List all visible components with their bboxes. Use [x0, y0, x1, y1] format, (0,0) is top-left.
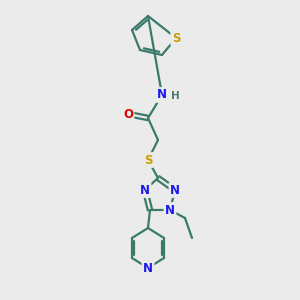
Text: N: N [140, 184, 150, 196]
Text: N: N [157, 88, 167, 101]
Text: H: H [171, 91, 179, 101]
Text: S: S [172, 32, 180, 44]
Text: N: N [165, 203, 175, 217]
Text: O: O [123, 107, 133, 121]
Text: N: N [143, 262, 153, 275]
Text: S: S [144, 154, 152, 166]
Text: N: N [170, 184, 180, 196]
